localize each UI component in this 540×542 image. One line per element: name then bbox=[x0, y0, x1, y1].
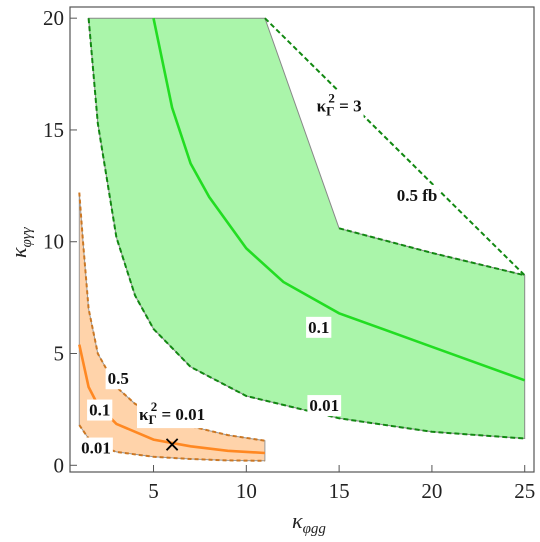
label-kappa-gamma-0-01-value: = 0.01 bbox=[157, 405, 205, 424]
plot-regions bbox=[78, 17, 526, 462]
curve-orange-0-01 bbox=[78, 424, 265, 462]
label-green-0-1: 0.1 bbox=[308, 318, 329, 337]
label-kappa-gamma-0-01-bg bbox=[136, 398, 208, 429]
label-kappa-gamma-3-sup: 2 bbox=[328, 91, 335, 106]
label-kappa-gamma-3-sub: Γ bbox=[326, 104, 334, 119]
label-kappa-gamma-3-value: = 3 bbox=[335, 97, 362, 116]
curve-orange-0-5 bbox=[78, 192, 266, 442]
label-orange-0-01-bg bbox=[79, 437, 113, 459]
label-kappa-gamma-0-01-sup: 2 bbox=[151, 399, 158, 414]
label-kappa-gamma-3: κΓ2 = 3 bbox=[317, 91, 362, 119]
y-tick-label: 0 bbox=[54, 453, 65, 477]
x-tick-label: 15 bbox=[329, 479, 350, 503]
y-axis-label: κφγγ bbox=[6, 226, 35, 258]
y-axis: 0 5 10 15 20 bbox=[43, 6, 77, 477]
label-kappa-gamma-0-01-base: κ bbox=[139, 405, 149, 424]
label-orange-0-5-bg bbox=[105, 368, 131, 390]
curve-0-5-fb bbox=[264, 17, 528, 278]
label-kappa-gamma-3-bg bbox=[314, 89, 364, 120]
curve-green-0-01 bbox=[87, 18, 525, 440]
label-green-0-01-bg bbox=[307, 395, 342, 417]
y-tick-label: 10 bbox=[43, 230, 64, 254]
y-tick-label: 5 bbox=[54, 342, 65, 366]
label-0-5-fb-bg bbox=[394, 184, 440, 206]
y-axis-label-sub: φγγ bbox=[19, 226, 35, 247]
x-tick-label: 5 bbox=[148, 479, 159, 503]
x-tick-label: 25 bbox=[514, 479, 535, 503]
label-kappa-gamma-0-01-sub: Γ bbox=[148, 412, 156, 427]
label-kappa-gamma-0-01: κΓ2 = 0.01 bbox=[139, 399, 205, 427]
y-axis-label-base: κ bbox=[6, 247, 31, 258]
x-tick-label: 10 bbox=[236, 479, 257, 503]
label-green-0-1-bg bbox=[306, 316, 332, 338]
label-0-5-fb: 0.5 fb bbox=[397, 186, 438, 205]
plot-curves bbox=[78, 17, 528, 462]
label-orange-0-1: 0.1 bbox=[89, 401, 110, 420]
label-orange-0-1-bg bbox=[87, 399, 113, 421]
label-kappa-gamma-3-base: κ bbox=[317, 97, 327, 116]
x-axis-label-sub: φgg bbox=[303, 521, 327, 537]
x-tick-label: 20 bbox=[421, 479, 442, 503]
marker-x: × bbox=[163, 433, 181, 458]
curve-orange-0-1 bbox=[78, 344, 265, 455]
y-tick-label: 15 bbox=[43, 118, 64, 142]
label-green-0-01: 0.01 bbox=[309, 396, 339, 415]
plot-frame bbox=[69, 6, 535, 473]
marker: × bbox=[163, 433, 181, 458]
x-axis: 5 10 15 20 25 bbox=[148, 465, 535, 503]
y-tick-label: 20 bbox=[43, 6, 64, 30]
region-kappa-gamma-3 bbox=[88, 17, 526, 440]
label-orange-0-5: 0.5 bbox=[108, 369, 129, 388]
x-axis-label-base: κ bbox=[292, 508, 303, 533]
curve-green-0-1 bbox=[152, 17, 526, 382]
label-orange-0-01: 0.01 bbox=[81, 439, 111, 458]
x-axis-label: κφgg bbox=[292, 508, 326, 537]
